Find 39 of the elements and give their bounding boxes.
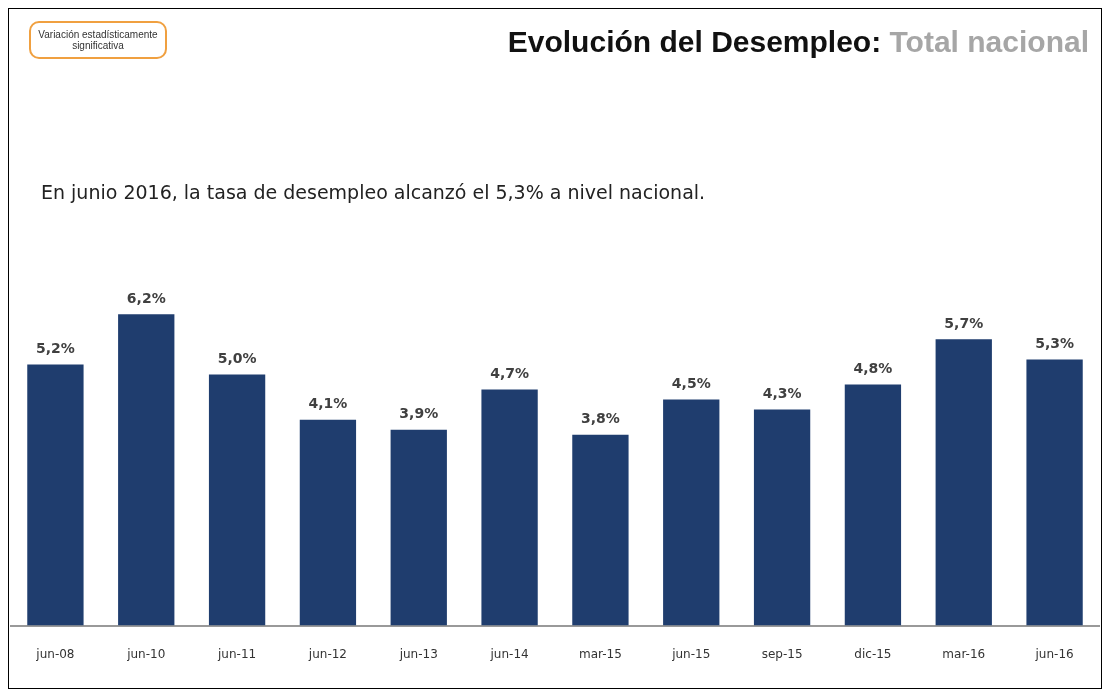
data-label: 3,9% (399, 405, 439, 422)
data-label: 5,7% (944, 314, 984, 331)
x-tick-label: jun-08 (35, 646, 75, 661)
x-tick-label: dic-15 (854, 646, 892, 661)
bar (572, 434, 629, 626)
x-tick-label: jun-15 (671, 646, 711, 661)
bar (481, 389, 538, 626)
bar (208, 374, 266, 626)
bar (844, 384, 902, 626)
x-tick-label: jun-13 (398, 646, 438, 661)
data-label: 3,8% (581, 410, 620, 427)
bar (935, 339, 992, 626)
data-label: 5,2% (36, 340, 75, 357)
data-label: 4,3% (762, 385, 802, 402)
bar (27, 364, 84, 626)
bar (118, 314, 175, 626)
x-tick-label: jun-14 (489, 646, 529, 661)
data-label: 4,5% (671, 375, 711, 392)
bar (753, 409, 811, 626)
x-tick-label: sep-15 (761, 646, 803, 661)
x-tick-label: jun-11 (217, 646, 257, 661)
x-tick-label: jun-10 (126, 646, 166, 661)
bar (663, 399, 720, 626)
x-tick-label: jun-12 (307, 646, 347, 661)
bar (299, 419, 357, 626)
chart-title: Evolución del Desempleo: Total nacional (507, 25, 1089, 58)
bar (390, 429, 447, 626)
bar (1026, 359, 1083, 626)
chart-subtitle: En junio 2016, la tasa de desempleo alcanzó el 5,3% a nivel nacional. (41, 181, 706, 203)
text: Variación estadísticamente significativa (29, 21, 167, 59)
data-label: 4,1% (308, 395, 348, 412)
data-label: 5,0% (217, 350, 257, 367)
data-label: 4,7% (490, 365, 529, 382)
x-tick-label: mar-16 (942, 646, 986, 661)
data-label: 5,3% (1035, 335, 1074, 352)
data-label: 6,2% (126, 289, 166, 306)
x-tick-label: jun-16 (1034, 646, 1074, 661)
x-tick-label: mar-15 (579, 646, 622, 661)
data-label: 4,8% (853, 360, 893, 377)
